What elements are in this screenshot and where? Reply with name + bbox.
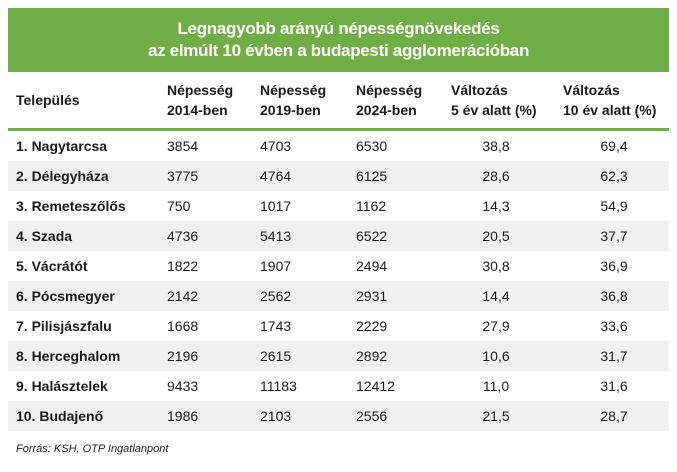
cell-change-5y: 30,8	[482, 258, 510, 274]
cell-pop-2024: 6522	[356, 228, 388, 244]
table-row: 10. Budajenő 1986 2103 2556 21,5 28,7	[8, 401, 669, 431]
cell-change-5y: 10,6	[482, 348, 510, 364]
cell-pop-2014: 1822	[167, 258, 199, 274]
header-pop-2019: Népesség 2019-ben	[260, 82, 327, 118]
table-header: Település Népesség 2014-ben Népesség 201…	[8, 72, 669, 131]
cell-settlement: 7. Pilisjászfalu	[16, 318, 112, 334]
table-row: 7. Pilisjászfalu 1668 1743 2229 27,9 33,…	[8, 311, 669, 341]
cell-change-10y: 31,7	[600, 348, 628, 364]
cell-change-10y: 54,9	[600, 198, 628, 214]
title-line-2: az elmúlt 10 évben a budapesti agglomerá…	[147, 41, 530, 60]
cell-pop-2014: 3854	[167, 138, 199, 154]
cell-pop-2024: 2494	[356, 258, 388, 274]
header-change-5y: Változás 5 év alatt (%)	[451, 82, 537, 118]
cell-settlement: 8. Herceghalom	[16, 348, 121, 364]
population-table: Település Népesség 2014-ben Népesség 201…	[8, 72, 669, 431]
table-row: 8. Herceghalom 2196 2615 2892 10,6 31,7	[8, 341, 669, 371]
cell-change-5y: 20,5	[482, 228, 510, 244]
cell-pop-2014: 2196	[167, 348, 199, 364]
cell-pop-2019: 2615	[260, 348, 292, 364]
cell-pop-2024: 1162	[356, 198, 387, 214]
cell-pop-2019: 5413	[260, 228, 292, 244]
cell-pop-2014: 1668	[167, 318, 199, 334]
cell-pop-2019: 4703	[260, 138, 292, 154]
cell-pop-2014: 3775	[167, 168, 199, 184]
table-row: 3. Remeteszőlős 750 1017 1162 14,3 54,9	[8, 191, 669, 221]
cell-settlement: 10. Budajenő	[16, 408, 104, 424]
cell-settlement: 5. Vácrátót	[16, 258, 88, 274]
cell-pop-2024: 2556	[356, 408, 388, 424]
cell-change-10y: 37,7	[600, 228, 628, 244]
cell-settlement: 2. Délegyháza	[16, 168, 109, 184]
table-row: 6. Pócsmegyer 2142 2562 2931 14,4 36,8	[8, 281, 669, 311]
cell-change-10y: 36,8	[600, 288, 628, 304]
cell-change-10y: 31,6	[600, 378, 628, 394]
cell-change-5y: 21,5	[482, 408, 510, 424]
title-banner: Legnagyobb arányú népességnövekedés az e…	[8, 8, 669, 72]
cell-change-5y: 27,9	[482, 318, 510, 334]
header-settlement: Település	[16, 92, 80, 108]
cell-pop-2024: 6530	[356, 138, 388, 154]
cell-change-5y: 28,6	[482, 168, 510, 184]
cell-change-10y: 69,4	[600, 138, 628, 154]
cell-change-5y: 14,3	[482, 198, 510, 214]
cell-pop-2019: 1017	[260, 198, 292, 214]
cell-pop-2014: 1986	[167, 408, 199, 424]
cell-settlement: 3. Remeteszőlős	[16, 198, 126, 214]
cell-settlement: 6. Pócsmegyer	[16, 288, 115, 304]
cell-change-10y: 62,3	[600, 168, 628, 184]
cell-change-10y: 28,7	[600, 408, 628, 424]
header-change-10y: Változás 10 év alatt (%)	[563, 82, 657, 118]
table-row: 9. Halásztelek 9433 11183 12412 11,0 31,…	[8, 371, 669, 401]
cell-pop-2024: 2892	[356, 348, 388, 364]
header-pop-2014: Népesség 2014-ben	[167, 82, 234, 118]
table-row: 5. Vácrátót 1822 1907 2494 30,8 36,9	[8, 251, 669, 281]
cell-change-10y: 36,9	[600, 258, 628, 274]
table-row: 1. Nagytarcsa 3854 4703 6530 38,8 69,4	[8, 131, 669, 161]
table-row: 2. Délegyháza 3775 4764 6125 28,6 62,3	[8, 161, 669, 191]
cell-settlement: 1. Nagytarcsa	[16, 138, 108, 154]
cell-change-5y: 11,0	[482, 378, 510, 394]
table-row: 4. Szada 4736 5413 6522 20,5 37,7	[8, 221, 669, 251]
cell-change-5y: 38,8	[482, 138, 510, 154]
cell-settlement: 9. Halásztelek	[16, 378, 108, 394]
title-line-1: Legnagyobb arányú népességnövekedés	[177, 19, 500, 38]
header-pop-2024: Népesség 2024-ben	[356, 82, 423, 118]
cell-pop-2014: 2142	[167, 288, 199, 304]
cell-pop-2024: 2931	[356, 288, 388, 304]
cell-pop-2014: 9433	[167, 378, 199, 394]
cell-pop-2019: 2103	[260, 408, 292, 424]
cell-pop-2014: 750	[167, 198, 191, 214]
cell-pop-2014: 4736	[167, 228, 199, 244]
cell-pop-2019: 2562	[260, 288, 292, 304]
cell-settlement: 4. Szada	[16, 228, 73, 244]
source-note: Forrás: KSH, OTP Ingatlanpont	[16, 443, 169, 455]
cell-pop-2019: 1743	[260, 318, 292, 334]
cell-change-5y: 14,4	[482, 288, 510, 304]
cell-pop-2024: 12412	[356, 378, 395, 394]
cell-pop-2024: 2229	[356, 318, 388, 334]
cell-pop-2019: 11183	[260, 378, 297, 394]
cell-pop-2024: 6125	[356, 168, 388, 184]
cell-change-10y: 33,6	[600, 318, 628, 334]
cell-pop-2019: 1907	[260, 258, 292, 274]
cell-pop-2019: 4764	[260, 168, 292, 184]
